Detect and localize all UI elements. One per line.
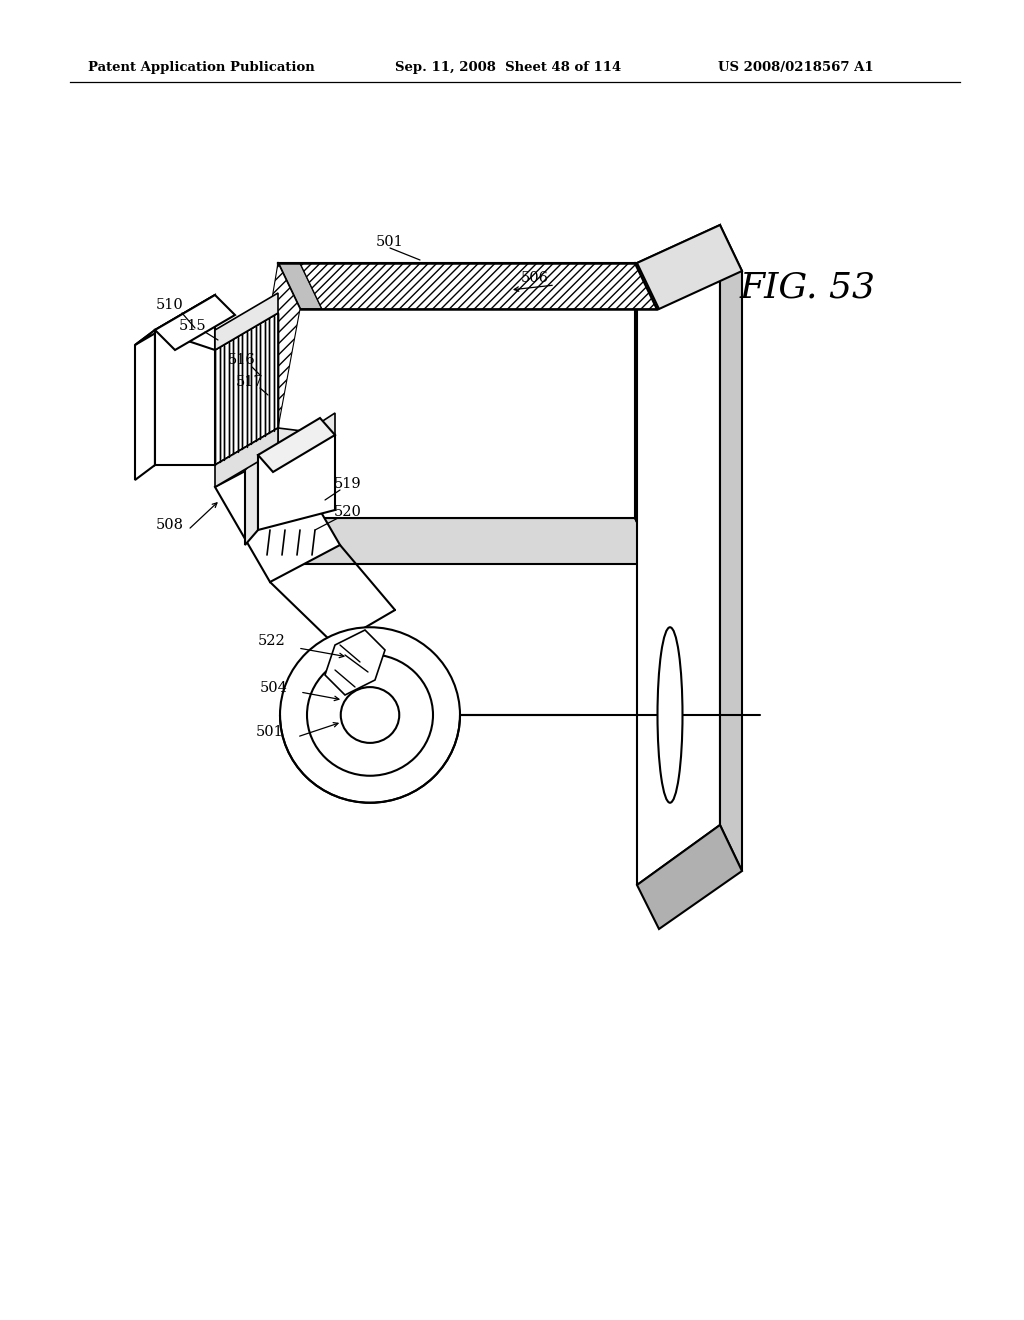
Text: 506: 506 [521,271,549,285]
Ellipse shape [657,627,683,803]
Text: Sep. 11, 2008  Sheet 48 of 114: Sep. 11, 2008 Sheet 48 of 114 [395,62,622,74]
Polygon shape [258,436,335,531]
Polygon shape [155,330,215,465]
Text: 501: 501 [256,725,284,739]
Polygon shape [215,428,278,487]
Text: 522: 522 [258,634,286,648]
Ellipse shape [341,688,399,743]
Polygon shape [215,313,278,465]
Polygon shape [635,263,657,564]
Polygon shape [278,263,322,309]
Polygon shape [155,294,234,350]
Polygon shape [245,455,258,545]
Text: 508: 508 [156,517,184,532]
Polygon shape [278,517,657,564]
Text: Patent Application Publication: Patent Application Publication [88,62,314,74]
Polygon shape [215,450,340,582]
Ellipse shape [307,655,433,776]
Text: 516: 516 [228,352,256,367]
Ellipse shape [280,627,460,803]
Polygon shape [720,224,742,871]
Polygon shape [637,825,742,929]
Text: 510: 510 [156,298,184,312]
Text: FIG. 53: FIG. 53 [740,271,876,305]
Text: US 2008/0218567 A1: US 2008/0218567 A1 [718,62,873,74]
Polygon shape [278,263,635,517]
Text: 515: 515 [179,319,207,333]
Text: 519: 519 [334,477,361,491]
Polygon shape [155,294,215,465]
Polygon shape [135,330,155,480]
Polygon shape [637,224,720,884]
Polygon shape [215,293,278,350]
Polygon shape [258,263,300,428]
Polygon shape [135,294,215,345]
Polygon shape [278,413,335,450]
Polygon shape [637,224,742,309]
Polygon shape [300,263,657,309]
Text: 504: 504 [260,681,288,696]
Text: 520: 520 [334,506,361,519]
Polygon shape [278,263,300,564]
Polygon shape [325,630,385,696]
Text: 517: 517 [237,375,264,389]
Text: 501: 501 [376,235,403,249]
Polygon shape [258,418,335,473]
